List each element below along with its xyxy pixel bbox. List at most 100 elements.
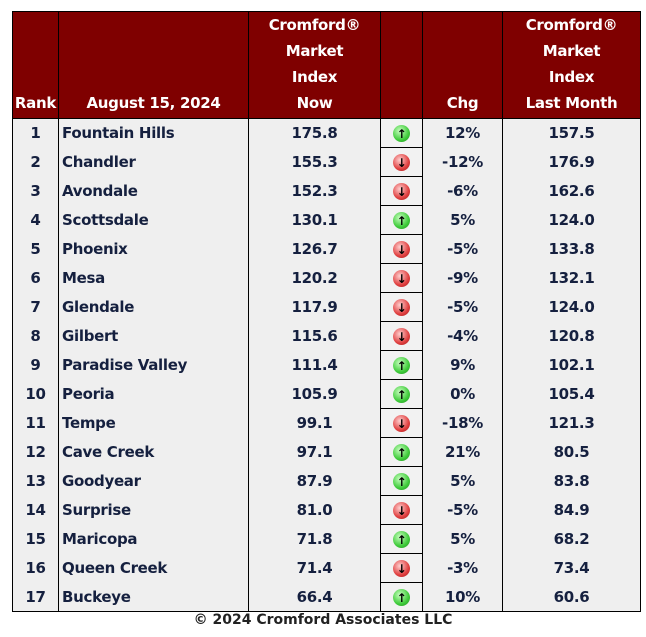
header-line: Market bbox=[542, 42, 601, 60]
header-line: Rank bbox=[14, 94, 57, 112]
index-now-cell: 111.4 bbox=[248, 350, 381, 380]
index-now-cell: 71.8 bbox=[248, 524, 381, 554]
change-cell: -5% bbox=[422, 495, 503, 525]
rank-cell: 2 bbox=[12, 147, 59, 177]
header-line: Last Month bbox=[525, 94, 618, 112]
rank-cell: 13 bbox=[12, 466, 59, 496]
rank-cell: 7 bbox=[12, 292, 59, 322]
header-line: Now bbox=[296, 94, 333, 112]
direction-cell bbox=[380, 379, 423, 409]
index-last-month-cell: 124.0 bbox=[502, 205, 641, 235]
direction-cell bbox=[380, 321, 423, 351]
arrow-down-icon bbox=[393, 183, 410, 200]
rank-cell: 14 bbox=[12, 495, 59, 525]
direction-cell bbox=[380, 118, 423, 148]
rank-cell: 9 bbox=[12, 350, 59, 380]
arrow-up-icon bbox=[393, 473, 410, 490]
direction-cell bbox=[380, 437, 423, 467]
header-chg: Chg bbox=[422, 11, 503, 119]
direction-cell bbox=[380, 292, 423, 322]
direction-cell bbox=[380, 495, 423, 525]
header-index-now: Cromford® Market Index Now bbox=[248, 11, 381, 119]
direction-cell bbox=[380, 553, 423, 583]
index-now-cell: 105.9 bbox=[248, 379, 381, 409]
rank-cell: 1 bbox=[12, 118, 59, 148]
rank-cell: 10 bbox=[12, 379, 59, 409]
arrow-up-icon bbox=[393, 386, 410, 403]
direction-cell bbox=[380, 582, 423, 612]
header-date: August 15, 2024 bbox=[58, 11, 249, 119]
direction-cell bbox=[380, 350, 423, 380]
city-name-cell: Tempe bbox=[58, 408, 249, 438]
index-now-cell: 71.4 bbox=[248, 553, 381, 583]
rank-cell: 16 bbox=[12, 553, 59, 583]
index-now-cell: 115.6 bbox=[248, 321, 381, 351]
change-cell: 10% bbox=[422, 582, 503, 612]
rank-cell: 17 bbox=[12, 582, 59, 612]
change-cell: -9% bbox=[422, 263, 503, 293]
direction-cell bbox=[380, 524, 423, 554]
header-line: Chg bbox=[446, 94, 479, 112]
index-last-month-cell: 80.5 bbox=[502, 437, 641, 467]
rank-cell: 11 bbox=[12, 408, 59, 438]
city-name-cell: Goodyear bbox=[58, 466, 249, 496]
header-line: Index bbox=[548, 68, 595, 86]
index-last-month-cell: 84.9 bbox=[502, 495, 641, 525]
direction-cell bbox=[380, 176, 423, 206]
rank-cell: 3 bbox=[12, 176, 59, 206]
index-now-cell: 81.0 bbox=[248, 495, 381, 525]
city-name-cell: Fountain Hills bbox=[58, 118, 249, 148]
city-name-cell: Avondale bbox=[58, 176, 249, 206]
header-line: August 15, 2024 bbox=[86, 94, 221, 112]
arrow-up-icon bbox=[393, 357, 410, 374]
index-now-cell: 155.3 bbox=[248, 147, 381, 177]
city-name-cell: Chandler bbox=[58, 147, 249, 177]
arrow-down-icon bbox=[393, 270, 410, 287]
index-now-cell: 152.3 bbox=[248, 176, 381, 206]
market-index-table: Rank August 15, 2024 Cromford® Market Inde… bbox=[12, 11, 641, 612]
arrow-down-icon bbox=[393, 415, 410, 432]
change-cell: -5% bbox=[422, 234, 503, 264]
index-now-cell: 97.1 bbox=[248, 437, 381, 467]
header-line: Cromford® bbox=[525, 16, 618, 34]
city-name-cell: Cave Creek bbox=[58, 437, 249, 467]
change-cell: 5% bbox=[422, 524, 503, 554]
rank-cell: 8 bbox=[12, 321, 59, 351]
direction-cell bbox=[380, 466, 423, 496]
index-now-cell: 175.8 bbox=[248, 118, 381, 148]
index-last-month-cell: 102.1 bbox=[502, 350, 641, 380]
header-line: Market bbox=[285, 42, 344, 60]
header-line: Index bbox=[291, 68, 338, 86]
index-last-month-cell: 60.6 bbox=[502, 582, 641, 612]
change-cell: -18% bbox=[422, 408, 503, 438]
city-name-cell: Mesa bbox=[58, 263, 249, 293]
arrow-up-icon bbox=[393, 125, 410, 142]
header-rank: Rank bbox=[12, 11, 59, 119]
index-last-month-cell: 73.4 bbox=[502, 553, 641, 583]
index-last-month-cell: 133.8 bbox=[502, 234, 641, 264]
direction-cell bbox=[380, 205, 423, 235]
city-name-cell: Scottsdale bbox=[58, 205, 249, 235]
arrow-down-icon bbox=[393, 502, 410, 519]
index-last-month-cell: 83.8 bbox=[502, 466, 641, 496]
rank-cell: 15 bbox=[12, 524, 59, 554]
arrow-down-icon bbox=[393, 299, 410, 316]
index-now-cell: 99.1 bbox=[248, 408, 381, 438]
city-name-cell: Gilbert bbox=[58, 321, 249, 351]
change-cell: -12% bbox=[422, 147, 503, 177]
arrow-down-icon bbox=[393, 328, 410, 345]
index-now-cell: 66.4 bbox=[248, 582, 381, 612]
header-row: Rank August 15, 2024 Cromford® Market Inde… bbox=[12, 11, 641, 119]
index-last-month-cell: 157.5 bbox=[502, 118, 641, 148]
index-last-month-cell: 162.6 bbox=[502, 176, 641, 206]
header-index-last-month: Cromford® Market Index Last Month bbox=[502, 11, 641, 119]
arrow-up-icon bbox=[393, 444, 410, 461]
